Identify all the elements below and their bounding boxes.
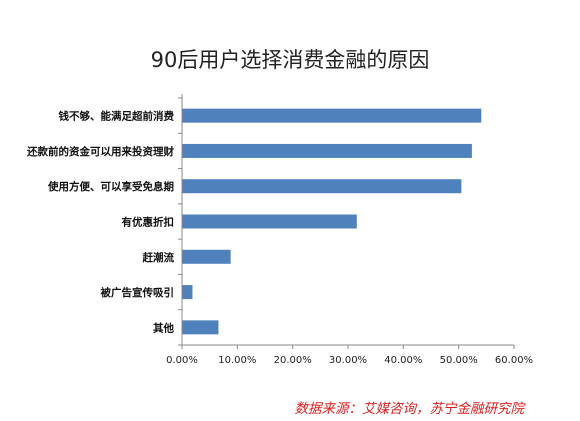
x-tick-label: 10.00% [218,355,256,366]
bar [182,179,462,194]
x-tick-label: 30.00% [329,355,367,366]
category-label: 其他 [153,321,174,334]
bar [182,249,231,264]
category-label: 有优惠折扣 [122,216,175,229]
category-label: 赶潮流 [142,251,175,264]
category-label: 使用方便、可以享受免息期 [47,180,174,193]
chart-title: 90后用户选择消费金融的原因 [150,48,430,72]
x-tick-label: 0.00% [166,355,198,366]
bar [182,108,482,123]
bar [182,285,193,300]
source-note: 数据来源：艾媒咨询，苏宁金融研究院 [294,401,525,417]
x-tick-label: 50.00% [440,355,478,366]
category-label: 钱不够、能满足超前消费 [59,110,175,123]
bar [182,320,219,335]
category-label: 还款前的资金可以用来投资理财 [26,145,174,158]
category-label: 被广告宣传吸引 [101,286,175,299]
bar [182,214,357,229]
bar [182,143,472,158]
x-tick-label: 60.00% [495,355,533,366]
x-tick-label: 40.00% [384,355,422,366]
x-tick-label: 20.00% [274,355,312,366]
